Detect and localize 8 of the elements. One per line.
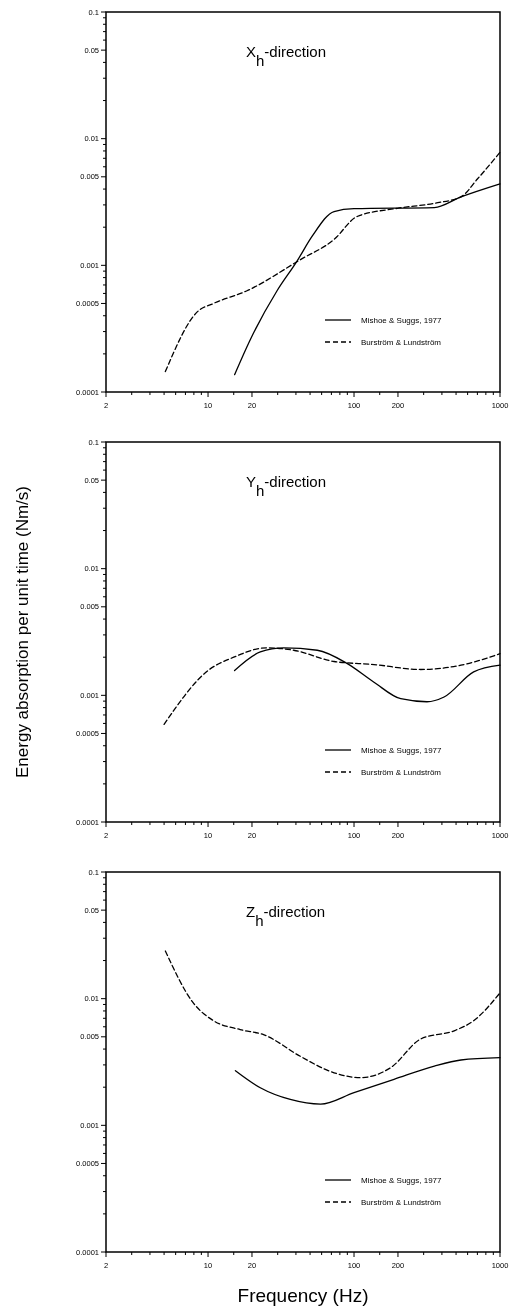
x-axis-title: Frequency (Hz) bbox=[237, 1285, 369, 1306]
legend-label: Mishoe & Suggs, 1977 bbox=[361, 746, 443, 755]
legend-label: Burström & Lundström bbox=[361, 338, 442, 347]
legend-label: Burström & Lundström bbox=[361, 768, 442, 777]
legend-label: Mishoe & Suggs, 1977 bbox=[361, 316, 443, 325]
y-axis-title: Energy absorption per unit time (Nm/s) bbox=[13, 486, 32, 778]
legend-label: Burström & Lundström bbox=[361, 1198, 442, 1207]
legend-label: Mishoe & Suggs, 1977 bbox=[361, 1176, 443, 1185]
